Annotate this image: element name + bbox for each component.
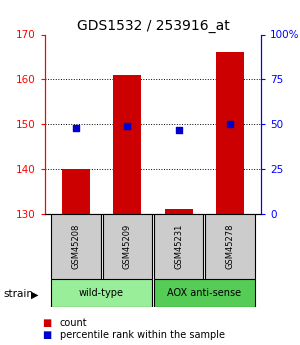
Bar [216, 52, 244, 214]
Point [74, 125, 78, 130]
Bar [51, 279, 152, 307]
Bar [206, 214, 255, 279]
Text: wild-type: wild-type [79, 288, 124, 298]
Text: ■: ■ [42, 318, 51, 327]
Text: GSM45231: GSM45231 [174, 224, 183, 269]
Text: GSM45278: GSM45278 [226, 224, 235, 269]
Bar [62, 169, 90, 214]
Bar [154, 214, 203, 279]
Text: GSM45208: GSM45208 [71, 224, 80, 269]
Text: count: count [60, 318, 88, 327]
Text: strain: strain [3, 289, 33, 299]
Point [228, 121, 232, 127]
Bar [154, 279, 255, 307]
Point [176, 127, 181, 132]
Point [125, 123, 130, 129]
Text: ▶: ▶ [31, 289, 38, 299]
Title: GDS1532 / 253916_at: GDS1532 / 253916_at [76, 19, 230, 33]
Bar [103, 214, 152, 279]
Text: GSM45209: GSM45209 [123, 224, 132, 269]
Text: percentile rank within the sample: percentile rank within the sample [60, 330, 225, 339]
Bar [51, 214, 100, 279]
Bar [165, 209, 193, 214]
Text: AOX anti-sense: AOX anti-sense [167, 288, 242, 298]
Bar [113, 75, 141, 214]
Text: ■: ■ [42, 330, 51, 339]
